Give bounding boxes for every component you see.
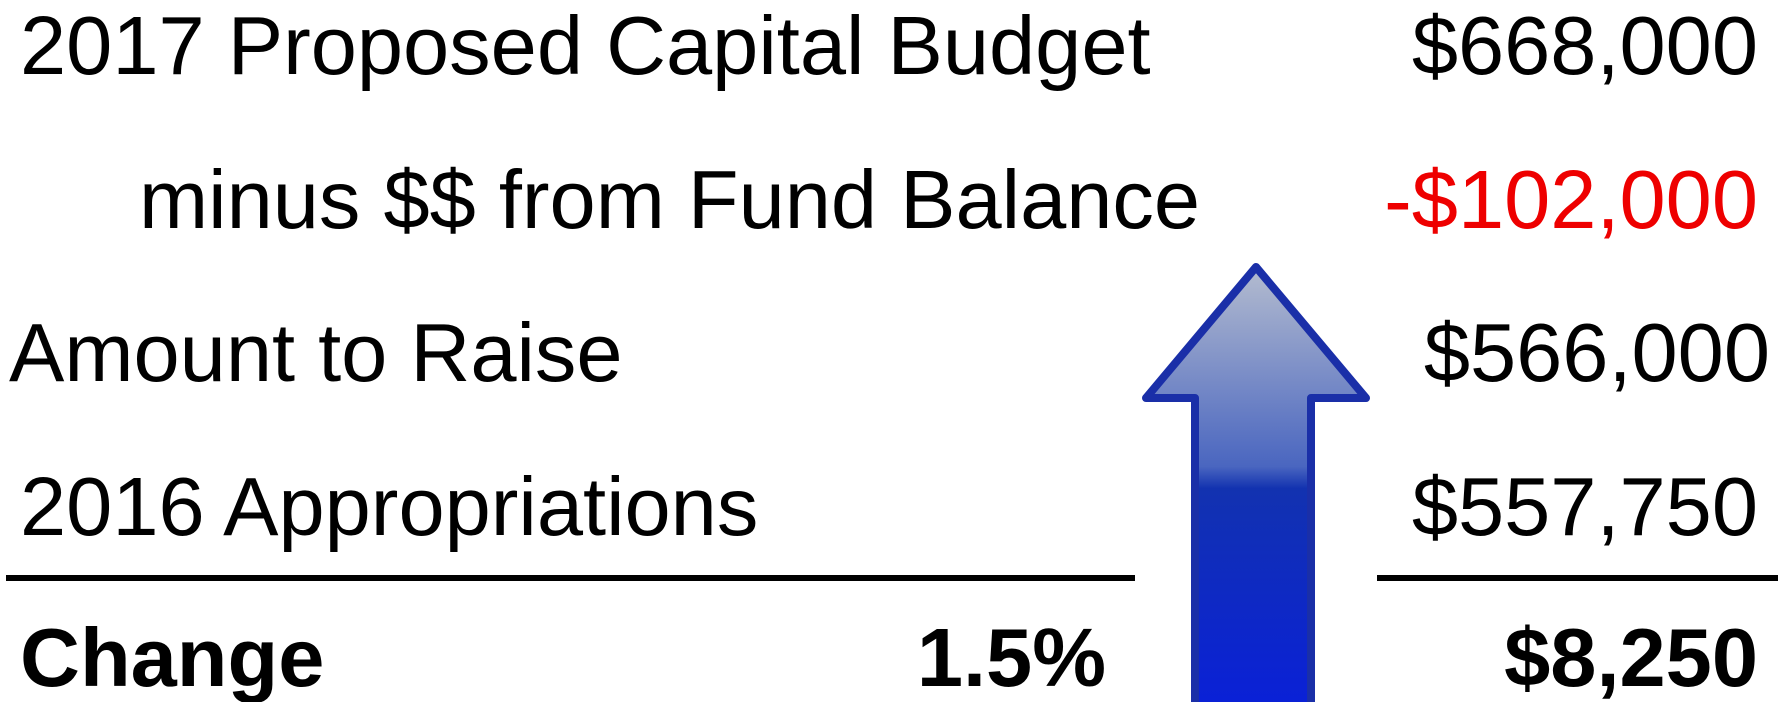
row-amount: $668,000 bbox=[1412, 0, 1758, 92]
row-label: minus $$ from Fund Balance bbox=[139, 153, 1200, 246]
row-amount: $566,000 bbox=[1424, 306, 1770, 399]
row-amount: $557,750 bbox=[1412, 460, 1758, 553]
row-amount: -$102,000 bbox=[1384, 153, 1758, 246]
total-amount: $8,250 bbox=[1504, 611, 1758, 702]
row-label: 2017 Proposed Capital Budget bbox=[20, 0, 1151, 92]
up-arrow bbox=[1142, 263, 1370, 702]
total-label: Change bbox=[20, 611, 324, 702]
row-label: 2016 Appropriations bbox=[20, 460, 758, 553]
row-label: Amount to Raise bbox=[9, 306, 623, 399]
total-percent: 1.5% bbox=[917, 611, 1106, 702]
